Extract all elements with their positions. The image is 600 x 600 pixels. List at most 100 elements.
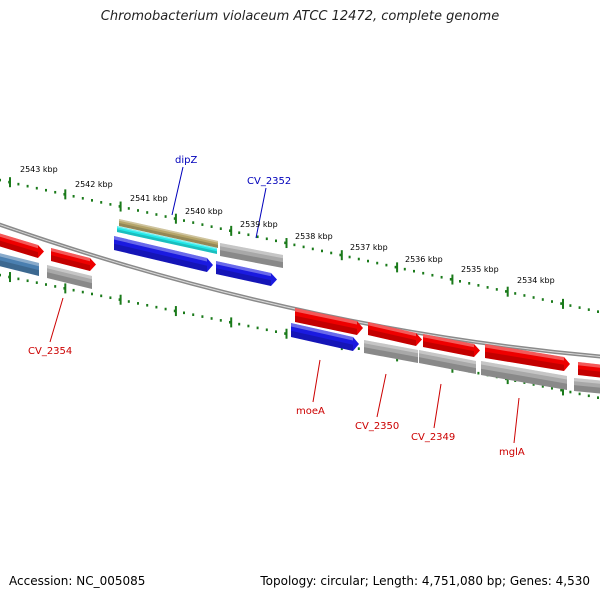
gene-forward-moea-body xyxy=(295,308,363,335)
scale-inner-dot xyxy=(35,281,38,284)
scale-inner-dot xyxy=(587,394,590,398)
scale-inner-tick xyxy=(230,317,233,328)
gene-label-moea[interactable]: moeA xyxy=(296,406,325,417)
gene-forward-mgla xyxy=(485,344,570,371)
gene-teal-shade xyxy=(0,260,39,276)
gene-forward-cv2349-highlight xyxy=(423,334,474,348)
scale-outer-dot xyxy=(431,273,434,277)
scale-inner-dot xyxy=(109,296,112,300)
gene-reverse-dipz-highlight xyxy=(114,236,207,262)
scale-inner-dot xyxy=(477,371,480,375)
gene-reverse xyxy=(291,323,359,351)
gene-other-shade xyxy=(47,272,92,289)
scale-outer-dot xyxy=(440,275,443,279)
feature-cyan-highlight xyxy=(117,226,217,250)
scale-inner-dot xyxy=(100,294,103,298)
gene-reverse-highlight xyxy=(216,261,271,277)
feature-olive-body xyxy=(119,219,218,248)
scale-inner-dot xyxy=(54,285,57,288)
scale-inner-dot xyxy=(265,328,268,332)
genome-summary-text: Topology: circular; Length: 4,751,080 bp… xyxy=(260,574,590,588)
gene-other-body xyxy=(574,378,600,394)
scale-outer-dot xyxy=(505,290,507,293)
gene-other xyxy=(481,361,567,390)
scale-outer-dot xyxy=(229,229,231,232)
gene-teal-body xyxy=(0,253,39,276)
gene-other-cv2352-shade xyxy=(220,250,283,268)
gene-reverse-dipz xyxy=(114,236,213,272)
scale-inner-dot xyxy=(45,283,47,286)
scale-inner-dot xyxy=(26,279,29,283)
scale-outer-dot xyxy=(81,197,84,200)
scale-outer-tick xyxy=(396,262,399,273)
scale-inner-dot xyxy=(81,290,84,294)
scale-inner-dot xyxy=(127,300,130,303)
leader-moea xyxy=(312,359,321,403)
scale-inner-dot xyxy=(238,322,241,326)
scale-label: 2536 kbp xyxy=(405,255,443,264)
gene-forward-cv2349 xyxy=(423,334,480,357)
scale-inner-dot xyxy=(357,347,360,350)
gene-other-highlight xyxy=(364,340,418,354)
scale-outer-dot xyxy=(403,267,406,271)
scale-outer-dot xyxy=(265,237,268,241)
scale-outer-dot xyxy=(468,282,471,285)
scale-inner-tick xyxy=(64,283,67,294)
gene-forward-mgla-highlight xyxy=(485,344,564,361)
scale-outer-dot xyxy=(560,302,563,305)
scale-outer-dot xyxy=(385,263,388,267)
feature-cyan xyxy=(117,226,217,254)
scale-outer-dot xyxy=(127,207,130,210)
scale-inner-dot xyxy=(523,381,526,384)
gene-teal xyxy=(0,253,39,276)
gene-other xyxy=(47,265,92,289)
scale-outer-dot xyxy=(376,261,379,265)
scale-label: 2539 kbp xyxy=(240,220,278,229)
scale-outer-dot xyxy=(413,269,415,273)
gene-forward xyxy=(0,233,44,258)
scale-inner-dot xyxy=(551,386,553,390)
gene-forward-cv2350-shade xyxy=(368,329,416,346)
scale-outer-tick xyxy=(64,189,67,200)
scale-label: 2543 kbp xyxy=(20,165,58,174)
gene-label-cv-2354[interactable]: CV_2354 xyxy=(28,346,72,357)
scale-label: 2540 kbp xyxy=(185,207,223,216)
leader-cv-2349 xyxy=(433,383,442,429)
scale-outer-dot xyxy=(339,253,342,257)
gene-other-cv2352 xyxy=(220,243,283,268)
gene-reverse-shade xyxy=(291,330,353,351)
scale-outer-dot xyxy=(201,223,204,226)
scale-outer-dot xyxy=(0,178,1,182)
leader-cv-2350 xyxy=(376,373,387,418)
scale-outer-tick xyxy=(119,201,122,212)
scale-inner-dot xyxy=(137,302,139,305)
scale-outer-dot xyxy=(91,199,93,202)
gene-track xyxy=(0,219,600,394)
gene-label-mgla[interactable]: mglA xyxy=(499,447,525,458)
scale-inner-dot xyxy=(532,383,535,386)
scale-outer-dot xyxy=(293,243,296,247)
gene-other xyxy=(419,350,476,374)
gene-forward-cv2349-shade xyxy=(423,341,474,357)
gene-reverse-body xyxy=(216,261,277,286)
scale-outer-dot xyxy=(486,286,489,289)
gene-teal-highlight xyxy=(0,253,39,267)
scale-outer-dot xyxy=(219,227,222,230)
scale-outer-dot xyxy=(477,284,480,287)
gene-label-cv-2350[interactable]: CV_2350 xyxy=(355,421,399,432)
gene-label-cv-2352[interactable]: CV_2352 xyxy=(247,176,291,187)
feature-olive xyxy=(119,219,218,248)
scale-outer-dot xyxy=(523,294,526,297)
scale-outer-tick xyxy=(174,213,177,224)
gene-other-body xyxy=(481,361,567,390)
scale-outer-tick xyxy=(451,274,454,285)
scale-inner-dot xyxy=(275,330,277,333)
scale-outer-dot xyxy=(275,239,277,243)
gene-label-dipz[interactable]: dipZ xyxy=(175,155,197,166)
scale-inner-dot xyxy=(91,292,93,296)
scale-inner-dot xyxy=(183,311,185,315)
gene-label-cv-2349[interactable]: CV_2349 xyxy=(411,432,455,443)
scale-outer-dot xyxy=(45,188,47,192)
gene-other-shade xyxy=(481,368,567,390)
